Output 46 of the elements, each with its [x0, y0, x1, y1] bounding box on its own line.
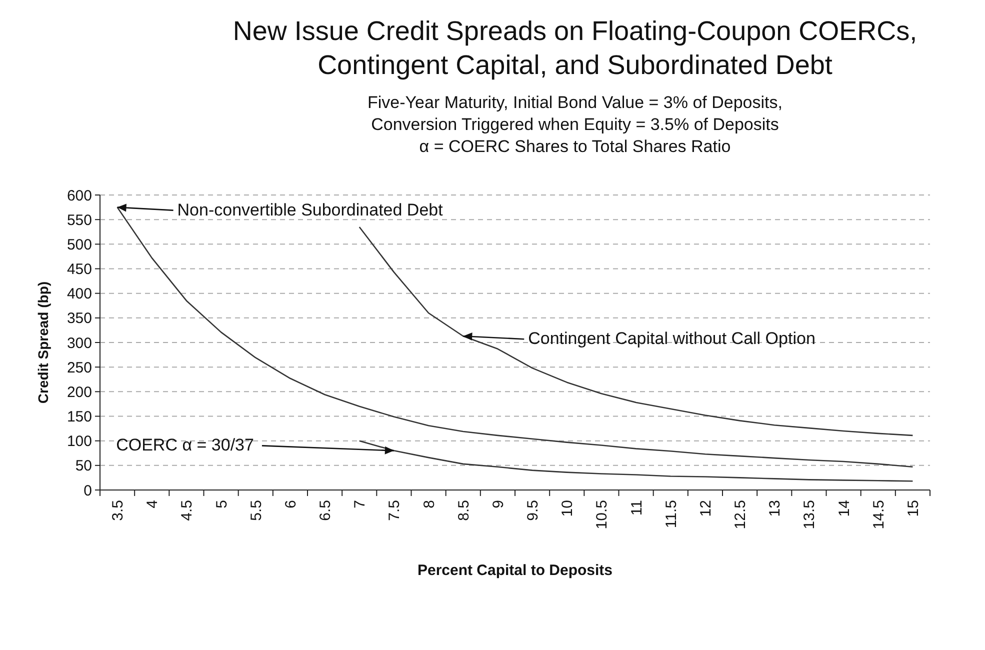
- y-tick-label: 200: [66, 384, 92, 401]
- x-tick-label: 13: [766, 500, 784, 517]
- line-series: [358, 226, 914, 436]
- x-tick-label: 9: [490, 500, 507, 508]
- annotation: Non-convertible Subordinated Debt: [177, 200, 444, 220]
- x-tick-label: 5: [213, 500, 230, 508]
- annotation: Contingent Capital without Call Option: [528, 329, 816, 348]
- x-tick-label: 11.5: [662, 500, 680, 528]
- y-tick-label: 500: [66, 236, 92, 254]
- x-tick-label: 11: [628, 500, 646, 516]
- x-tick-label: 5.5: [248, 500, 265, 521]
- x-tick-label: 15: [904, 500, 922, 517]
- x-tick-label: 6: [282, 500, 300, 508]
- x-tick-label: 12.5: [732, 500, 750, 530]
- x-tick-label: 4: [144, 500, 162, 508]
- x-tick-label: 14: [836, 500, 853, 517]
- chart-title: New Issue Credit Spreads on Floating-Coupon COERCs, Contingent Capital, and Subordinated Debt: [232, 16, 918, 80]
- x-axis-title: Percent Capital to Deposits: [417, 562, 613, 579]
- chart-subtitle: Five-Year Maturity, Initial Bond Value = 3% of Deposits, Conversion Triggered when Equity = 3.5% of Deposits α = COERC Shares to Total Shares Ratio: [368, 93, 782, 156]
- x-tick-label: 8: [420, 500, 438, 508]
- y-tick-label: 550: [66, 212, 92, 229]
- y-tick-label: 50: [75, 458, 92, 475]
- y-tick-label: 400: [66, 286, 92, 303]
- x-tick-label: 13.5: [801, 500, 818, 530]
- x-tick-label: 3.5: [110, 500, 127, 521]
- y-tick-label: 450: [66, 261, 92, 278]
- x-tick-label: 7: [352, 500, 369, 508]
- x-tick-label: 4.5: [178, 500, 196, 521]
- y-tick-label: 0: [84, 482, 92, 500]
- line-series: [358, 440, 914, 482]
- y-tick-label: 150: [66, 408, 92, 426]
- annotation: COERC α = 30/37: [116, 436, 254, 455]
- x-tick-label: 9.5: [524, 500, 542, 521]
- x-tick-label: 12: [697, 500, 714, 517]
- x-tick-label: 6.5: [317, 500, 334, 521]
- x-tick-label: 7.5: [386, 500, 404, 521]
- y-tick-label: 300: [66, 334, 92, 352]
- x-tick-label: 14.5: [870, 500, 888, 530]
- y-tick-label: 100: [66, 433, 92, 450]
- y-tick-label: 600: [66, 187, 92, 204]
- x-tick-label: 10: [559, 500, 576, 517]
- y-axis-title: Credit Spread (bp): [35, 281, 51, 404]
- y-tick-label: 250: [66, 359, 92, 376]
- x-tick-label: 10.5: [594, 500, 611, 530]
- y-tick-label: 350: [66, 310, 92, 328]
- x-tick-label: 8.5: [455, 500, 472, 521]
